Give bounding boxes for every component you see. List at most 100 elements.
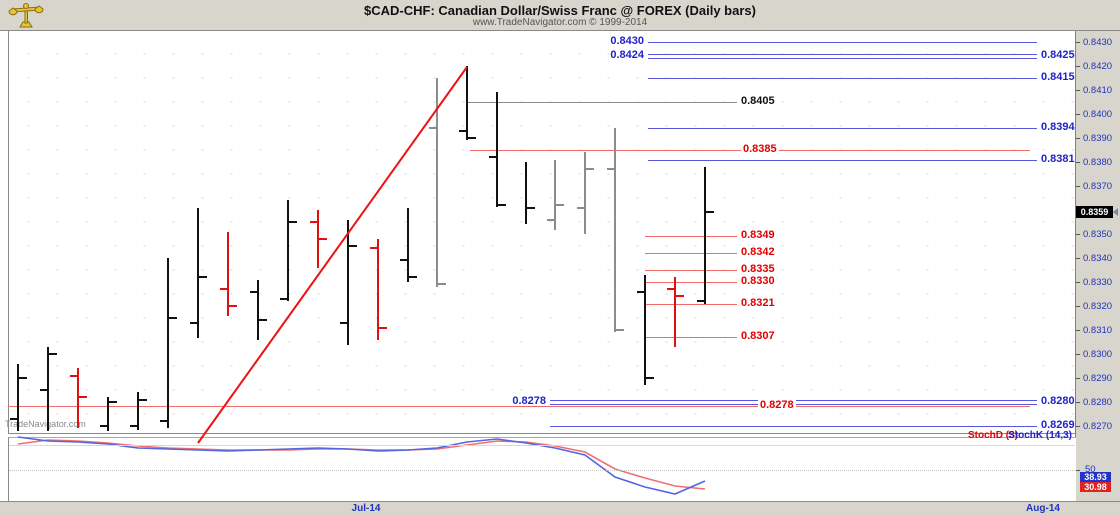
price-axis-tick-0.8400 xyxy=(1076,114,1080,115)
price-level-label-0.8321[interactable]: 0.8321 xyxy=(741,297,775,309)
price-level-line-0.8278[interactable] xyxy=(8,406,1030,407)
watermark: TradeNavigator.com xyxy=(5,419,86,429)
stochd-value-badge: 30.98 xyxy=(1080,482,1111,492)
price-level-label-0.8278[interactable]: 0.8278 xyxy=(512,395,546,407)
ohlc-close-tick-2 xyxy=(79,396,87,398)
price-axis-label-0.8370: 0.8370 xyxy=(1083,181,1113,192)
ohlc-close-tick-9 xyxy=(289,221,297,223)
price-axis-tick-0.8430 xyxy=(1076,42,1080,43)
ohlc-bar-22 xyxy=(674,277,676,347)
stoch-axis-tick-50 xyxy=(1076,470,1080,471)
ohlc-open-tick-4 xyxy=(130,425,138,427)
ohlc-close-tick-0 xyxy=(19,377,27,379)
price-level-line-0.8321[interactable] xyxy=(645,304,737,305)
price-level-label-0.8385[interactable]: 0.8385 xyxy=(741,143,779,155)
price-level-line-0.8307[interactable] xyxy=(645,337,737,338)
ohlc-bar-0 xyxy=(17,364,19,431)
price-level-label-0.8425[interactable]: 0.8425 xyxy=(1041,49,1075,61)
price-level-label-0.8335[interactable]: 0.8335 xyxy=(741,263,775,275)
price-level-line-0.8405[interactable] xyxy=(467,102,737,103)
ohlc-open-tick-1 xyxy=(40,389,48,391)
price-level-line-0.8394[interactable] xyxy=(648,128,1037,129)
price-axis-tick-0.8310 xyxy=(1076,330,1080,331)
price-axis-tick-0.8420 xyxy=(1076,66,1080,67)
price-level-label-0.8278[interactable]: 0.8278 xyxy=(758,399,796,411)
ohlc-bar-9 xyxy=(287,200,289,301)
price-level-label-0.8342[interactable]: 0.8342 xyxy=(741,246,775,258)
ohlc-close-tick-12 xyxy=(379,327,387,329)
ohlc-open-tick-3 xyxy=(100,425,108,427)
ohlc-bar-6 xyxy=(197,208,199,338)
stoch-gridline-50 xyxy=(9,470,1075,471)
ohlc-open-tick-0 xyxy=(10,418,18,420)
ohlc-open-tick-5 xyxy=(160,420,168,422)
price-level-line-0.8349[interactable] xyxy=(645,236,737,237)
ohlc-bar-17 xyxy=(525,162,527,224)
price-axis-tick-0.8390 xyxy=(1076,138,1080,139)
ohlc-close-tick-21 xyxy=(646,377,654,379)
price-level-label-0.8430[interactable]: 0.8430 xyxy=(610,35,644,47)
ohlc-open-tick-19 xyxy=(577,207,585,209)
date-label-jul14: Jul-14 xyxy=(351,503,381,514)
last-price-badge: 0.8359 xyxy=(1076,206,1113,218)
price-level-line-0.8330[interactable] xyxy=(645,282,737,283)
ohlc-open-tick-14 xyxy=(429,127,437,129)
axis-gutter-row xyxy=(8,496,1076,501)
price-axis-label-0.8310: 0.8310 xyxy=(1083,325,1113,336)
ohlc-open-tick-2 xyxy=(70,375,78,377)
stochd-line[interactable] xyxy=(17,439,706,490)
ohlc-bar-16 xyxy=(496,92,498,207)
ohlc-close-tick-18 xyxy=(556,204,564,206)
ohlc-bar-2 xyxy=(77,368,79,428)
ohlc-bar-14 xyxy=(436,78,438,287)
tradenavigator-logo-icon xyxy=(8,3,44,28)
price-axis-label-0.8290: 0.8290 xyxy=(1083,373,1113,384)
price-level-label-0.8330[interactable]: 0.8330 xyxy=(741,275,775,287)
price-level-label-0.8381[interactable]: 0.8381 xyxy=(1041,153,1075,165)
stochk-value-badge: 38.93 xyxy=(1080,472,1111,482)
price-level-line-0.8335[interactable] xyxy=(645,270,737,271)
ohlc-close-tick-17 xyxy=(527,207,535,209)
ohlc-open-tick-20 xyxy=(607,168,615,170)
price-level-label-0.8349[interactable]: 0.8349 xyxy=(741,229,775,241)
ohlc-bar-23 xyxy=(704,167,706,304)
price-level-line-0.8342[interactable] xyxy=(645,253,737,254)
ohlc-bar-20 xyxy=(614,128,616,332)
ohlc-open-tick-13 xyxy=(400,259,408,261)
last-price-pointer-icon xyxy=(1113,208,1118,216)
ohlc-bar-5 xyxy=(167,258,169,428)
price-plot-area xyxy=(8,31,1076,434)
chart-title: $CAD-CHF: Canadian Dollar/Swiss Franc @ … xyxy=(364,3,756,18)
price-level-label-0.8307[interactable]: 0.8307 xyxy=(741,330,775,342)
price-level-line-0.8430[interactable] xyxy=(648,42,1037,43)
price-level-line-0.8424[interactable] xyxy=(648,54,1037,55)
price-axis-tick-0.8380 xyxy=(1076,162,1080,163)
price-level-line-0.8381[interactable] xyxy=(648,160,1037,161)
price-level-line-0.8424[interactable] xyxy=(648,58,1037,59)
price-axis-label-0.8330: 0.8330 xyxy=(1083,277,1113,288)
price-axis-tick-0.8290 xyxy=(1076,378,1080,379)
trendline[interactable] xyxy=(197,66,468,444)
ohlc-open-tick-18 xyxy=(547,219,555,221)
chart-header: $CAD-CHF: Canadian Dollar/Swiss Franc @ … xyxy=(0,0,1120,31)
price-level-label-0.8424[interactable]: 0.8424 xyxy=(610,49,644,61)
price-level-label-0.8415[interactable]: 0.8415 xyxy=(1041,71,1075,83)
price-level-label-0.8280[interactable]: 0.8280 xyxy=(1041,395,1075,407)
stochd-legend-label[interactable]: StochD (3) xyxy=(968,430,1018,441)
price-level-line-0.8415[interactable] xyxy=(648,78,1037,79)
price-axis-label-0.8280: 0.8280 xyxy=(1083,397,1113,408)
ohlc-close-tick-7 xyxy=(229,305,237,307)
price-axis xyxy=(1075,31,1120,501)
price-axis-tick-0.8340 xyxy=(1076,258,1080,259)
ohlc-close-tick-10 xyxy=(319,238,327,240)
price-level-label-0.8405[interactable]: 0.8405 xyxy=(741,95,775,107)
ohlc-close-tick-1 xyxy=(49,353,57,355)
price-axis-label-0.8350: 0.8350 xyxy=(1083,229,1113,240)
price-level-line-0.8269[interactable] xyxy=(550,426,1037,427)
ohlc-close-tick-6 xyxy=(199,276,207,278)
stochk-legend-label[interactable]: StochK (14,3) xyxy=(1008,430,1072,441)
price-level-label-0.8394[interactable]: 0.8394 xyxy=(1041,121,1075,133)
ohlc-open-tick-10 xyxy=(310,221,318,223)
price-level-label-0.8269[interactable]: 0.8269 xyxy=(1041,419,1075,431)
